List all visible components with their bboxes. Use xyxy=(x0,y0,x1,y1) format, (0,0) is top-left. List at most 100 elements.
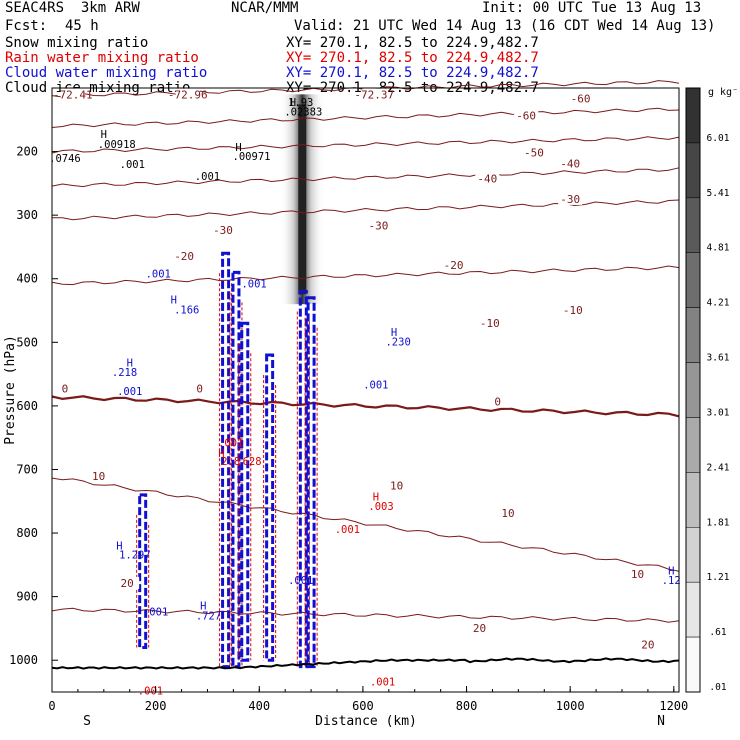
organization-label: NCAR/MMM xyxy=(231,0,299,16)
isotherm-label: -30 xyxy=(560,193,580,206)
terrain-line xyxy=(51,657,680,670)
contour-annotation: .628 xyxy=(236,456,261,468)
isotherm-label-bg xyxy=(187,382,212,395)
colorbar-label: 2.41 xyxy=(707,462,730,473)
isotherm-label-bg xyxy=(521,146,546,159)
isotherm-label-bg xyxy=(384,479,409,492)
contour-annotation: H xyxy=(668,565,674,577)
isotherm-line xyxy=(51,265,680,286)
isotherm-line xyxy=(51,136,680,154)
contour-annotation: H xyxy=(373,492,379,504)
model-title: SEAC4RS 3km ARW xyxy=(5,0,140,16)
colorbar-frame xyxy=(685,87,701,693)
x-axis-title: Distance (km) xyxy=(315,714,417,729)
contour-annotation: 2.8 xyxy=(221,456,240,468)
isotherm-line xyxy=(51,167,680,188)
isotherm-label: 10 xyxy=(631,568,644,581)
y-tick-label: 400 xyxy=(16,272,38,286)
isotherm-label-bg xyxy=(362,88,387,101)
isotherm-label-bg xyxy=(211,224,235,237)
forecast-hours: 45 h xyxy=(65,18,99,34)
contour-annotation: .001 xyxy=(218,438,243,450)
isotherm-line xyxy=(51,607,680,623)
isotherm-label: 0 xyxy=(196,382,203,395)
contour-annotation: .02383 xyxy=(284,106,322,118)
isotherm-line xyxy=(51,107,680,128)
plot-frame xyxy=(51,87,680,693)
y-tick-label: 1000 xyxy=(9,653,38,667)
contour-annotation: .00971 xyxy=(233,151,271,163)
isotherm-label-bg xyxy=(475,172,500,185)
south-end-label: S xyxy=(83,714,91,729)
colorbar-swatch xyxy=(685,87,701,144)
y-tick-label: 900 xyxy=(16,590,38,604)
x-tick-label: 0 xyxy=(48,699,55,713)
contour-annotation: H xyxy=(116,541,122,553)
snow-column-core xyxy=(298,104,307,295)
colorbar-label: 1.21 xyxy=(707,572,730,583)
contour-annotation: 1.93 xyxy=(288,97,313,109)
colorbar-label: 3.01 xyxy=(707,407,730,418)
y-axis-title: Pressure (hPa) xyxy=(3,335,18,445)
y-tick-label: 800 xyxy=(16,526,38,540)
isotherm-label: -40 xyxy=(477,173,497,186)
isotherm-line xyxy=(51,477,680,572)
y-tick-label: 700 xyxy=(16,462,38,476)
contour-annotation: .727 xyxy=(196,611,221,623)
contour-annotation: .001 xyxy=(146,268,171,280)
x-tick-label: 1200 xyxy=(659,699,688,713)
isotherm-label: 0 xyxy=(494,396,501,409)
isotherm-label-bg xyxy=(568,92,593,105)
isotherm-label: -60 xyxy=(516,110,536,123)
isotherm-label-bg xyxy=(558,192,583,205)
y-tick-label: 200 xyxy=(16,145,38,159)
isotherm-label-bg xyxy=(485,395,510,408)
contour-annotation: .12 xyxy=(662,575,681,587)
x-tick-label: 1000 xyxy=(556,699,585,713)
x-tick-label: 200 xyxy=(145,699,167,713)
colorbar-label: 4.81 xyxy=(707,243,730,254)
field-name-rain: Rain water mixing ratio xyxy=(5,50,199,66)
x-tick-label: 800 xyxy=(456,699,478,713)
colorbar-label: 5.41 xyxy=(707,188,730,199)
colorbar-swatch xyxy=(685,307,701,363)
field-xy-rain: XY= 270.1, 82.5 to 224.9,482.7 xyxy=(286,50,539,66)
y-tick-label: 500 xyxy=(16,335,38,349)
isotherm-label: 20 xyxy=(121,577,134,590)
colorbar-swatch xyxy=(685,527,701,583)
contour-annotation: .001 xyxy=(363,380,388,392)
contour-annotation: .218 xyxy=(112,367,137,379)
contour-annotation: .001 xyxy=(120,159,145,171)
isotherm-label: 10 xyxy=(390,480,403,493)
contour-annotation: H xyxy=(101,129,107,141)
isotherm-label: -40 xyxy=(560,157,580,170)
isotherm-label-bg xyxy=(514,109,539,122)
isotherm-label-bg xyxy=(560,304,585,317)
isotherm-label-bg xyxy=(60,88,85,101)
y-tick-label: 600 xyxy=(16,399,38,413)
colorbar-swatch xyxy=(685,362,701,418)
isotherm-label-bg xyxy=(496,506,520,519)
contour-annotation: H xyxy=(218,448,224,460)
contour-annotation: .166 xyxy=(174,305,199,317)
isotherm-label: -20 xyxy=(444,259,464,272)
contour-annotation: .230 xyxy=(385,336,410,348)
isotherm-label: -60 xyxy=(571,92,591,105)
contour-annotation: .003 xyxy=(368,501,393,513)
colorbar-label: 4.21 xyxy=(707,298,730,309)
x-tick-label: 600 xyxy=(352,699,374,713)
isotherm-label: 0 xyxy=(62,382,69,395)
contour-annotation: H xyxy=(235,142,241,154)
colorbar-label: .61 xyxy=(709,627,726,638)
cloud-water-core xyxy=(231,270,241,669)
contour-annotation: .001 xyxy=(288,575,313,587)
contour-annotation: .001 xyxy=(143,607,168,619)
valid-time: Valid: 21 UTC Wed 14 Aug 13 (16 CDT Wed … xyxy=(294,18,716,34)
isotherm-label: -72.37 xyxy=(354,89,394,102)
init-time: Init: 00 UTC Tue 13 Aug 13 xyxy=(482,0,702,16)
north-end-label: N xyxy=(657,714,665,729)
isotherm-label-bg xyxy=(467,622,492,635)
isotherm-label: 20 xyxy=(641,639,654,652)
colorbar-unit: g kg⁻¹ xyxy=(708,87,740,98)
